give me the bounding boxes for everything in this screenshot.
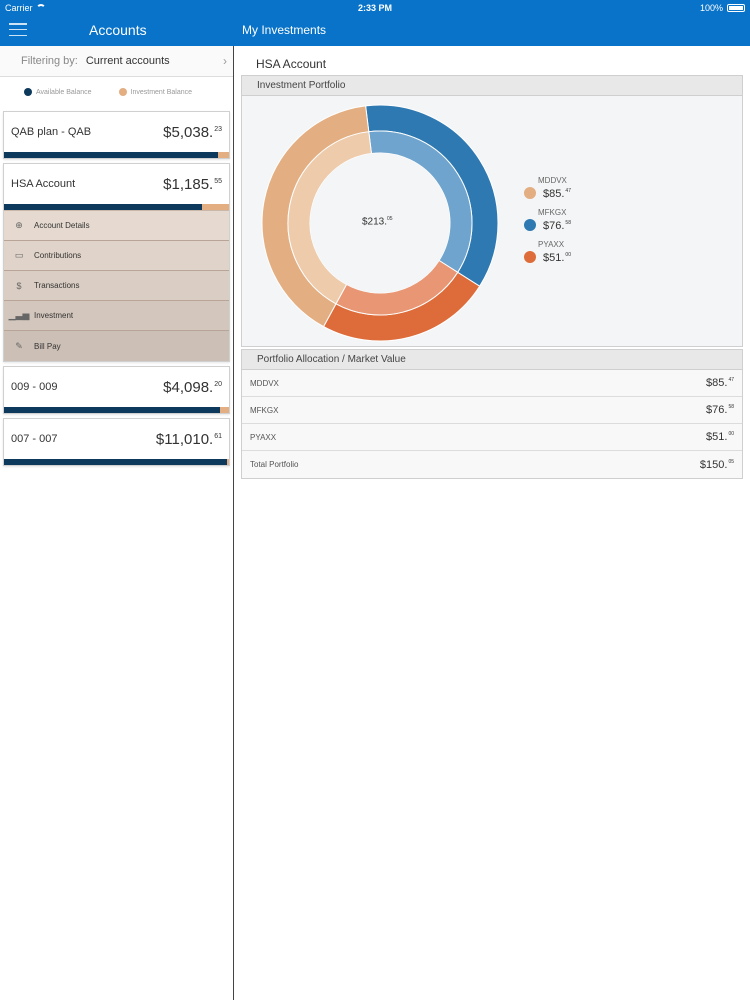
investment-balance-bar bbox=[217, 152, 229, 158]
account-balance: $4,098.20 bbox=[163, 378, 222, 396]
portfolio-allocation-panel: Portfolio Allocation / Market Value MDDV… bbox=[241, 349, 743, 479]
account-balance: $1,185.55 bbox=[163, 175, 222, 193]
available-balance-bar bbox=[4, 407, 220, 413]
menu-account-details[interactable]: ⊕ Account Details bbox=[4, 211, 229, 241]
battery-percent: 100% bbox=[699, 3, 723, 13]
legend-available: Available Balance bbox=[24, 88, 92, 96]
allocation-row: MDDVX $85.47 bbox=[242, 370, 742, 397]
portfolio-donut-chart bbox=[261, 104, 499, 342]
account-name: QAB plan - QAB bbox=[11, 126, 92, 138]
donut-center-value: $213.05 bbox=[362, 216, 393, 228]
investment-portfolio-panel: Investment Portfolio $213.05 MDDVX $85.4… bbox=[241, 75, 743, 347]
accounts-title: Accounts bbox=[89, 22, 147, 38]
filter-label: Filtering by: bbox=[21, 55, 78, 67]
filter-value: Current accounts bbox=[85, 55, 170, 67]
carrier-label: Carrier bbox=[5, 3, 46, 13]
legend-dot-icon bbox=[524, 251, 536, 263]
accounts-pane: Filtering by: Current accounts › Availab… bbox=[0, 46, 234, 1000]
contributions-icon: ▭ bbox=[14, 250, 24, 260]
account-details-icon: ⊕ bbox=[15, 220, 23, 230]
allocation-total-row: Total Portfolio $150.05 bbox=[250, 458, 734, 471]
menu-transactions[interactable]: $ Transactions bbox=[4, 271, 229, 301]
legend-investment: Investment Balance bbox=[118, 88, 192, 96]
account-card-009[interactable]: 009 - 009 $4,098.20 bbox=[3, 366, 230, 414]
investment-dot-icon bbox=[118, 88, 127, 96]
available-dot-icon bbox=[24, 88, 32, 96]
legend-dot-icon bbox=[524, 219, 536, 231]
donut-hole bbox=[310, 153, 450, 293]
balance-legend: Available Balance Investment Balance bbox=[0, 77, 233, 107]
available-balance-bar bbox=[4, 152, 218, 158]
account-name: HSA Account bbox=[11, 178, 76, 190]
account-card-head[interactable]: 007 - 007 $11,010.61 bbox=[4, 419, 229, 459]
transactions-icon: $ bbox=[16, 280, 22, 291]
bill-pay-icon: ✎ bbox=[15, 340, 23, 351]
panel-header: Investment Portfolio bbox=[242, 76, 742, 96]
investment-balance-bar bbox=[202, 204, 229, 210]
battery-icon bbox=[727, 4, 745, 12]
account-balance: $11,010.61 bbox=[155, 430, 222, 448]
balance-bar bbox=[4, 407, 229, 413]
my-investments-title: My Investments bbox=[242, 23, 327, 37]
account-name: 007 - 007 bbox=[11, 433, 58, 445]
account-card-hsa[interactable]: HSA Account $1,185.55 ⊕ Account Details … bbox=[3, 163, 230, 362]
account-card-head[interactable]: HSA Account $1,185.55 bbox=[4, 164, 229, 204]
available-balance-bar bbox=[4, 204, 202, 210]
panel-header: Portfolio Allocation / Market Value bbox=[242, 350, 742, 370]
menu-contributions[interactable]: ▭ Contributions bbox=[4, 241, 229, 271]
balance-bar bbox=[4, 204, 229, 210]
clock: 2:33 PM bbox=[357, 3, 392, 13]
battery-status: 100% bbox=[700, 3, 745, 13]
chevron-right-icon: › bbox=[223, 54, 227, 68]
account-name: 009 - 009 bbox=[11, 381, 58, 393]
account-card-qab[interactable]: QAB plan - QAB $5,038.23 bbox=[3, 111, 230, 159]
status-bar: Carrier 2:33 PM 100% bbox=[0, 0, 750, 15]
menu-bill-pay[interactable]: ✎ Bill Pay bbox=[4, 331, 229, 361]
menu-investment[interactable]: ▁▃▅ Investment bbox=[4, 301, 229, 331]
account-card-head[interactable]: QAB plan - QAB $5,038.23 bbox=[4, 112, 229, 152]
available-balance-bar bbox=[4, 459, 227, 465]
investment-balance-bar bbox=[220, 407, 229, 413]
account-filter[interactable]: Filtering by: Current accounts › bbox=[0, 46, 233, 77]
account-card-head[interactable]: 009 - 009 $4,098.20 bbox=[4, 367, 229, 407]
account-submenu: ⊕ Account Details ▭ Contributions $ Tran… bbox=[4, 210, 229, 361]
allocation-row: MFKGX $76.58 bbox=[242, 397, 742, 424]
investments-pane: HSA Account Investment Portfolio $213.05… bbox=[236, 46, 750, 1000]
balance-bar bbox=[4, 459, 229, 465]
top-bar: Carrier 2:33 PM 100% Accounts My Investm… bbox=[0, 0, 750, 46]
account-title: HSA Account bbox=[256, 57, 327, 71]
account-card-007[interactable]: 007 - 007 $11,010.61 bbox=[3, 418, 230, 466]
wifi-icon bbox=[35, 4, 46, 11]
investment-balance-bar bbox=[226, 459, 229, 465]
allocation-row: PYAXX $51.00 bbox=[242, 424, 742, 451]
legend-dot-icon bbox=[524, 187, 536, 199]
investment-icon: ▁▃▅ bbox=[8, 310, 30, 320]
account-balance: $5,038.23 bbox=[163, 123, 222, 141]
balance-bar bbox=[4, 152, 229, 158]
hamburger-menu-icon[interactable] bbox=[9, 23, 27, 36]
